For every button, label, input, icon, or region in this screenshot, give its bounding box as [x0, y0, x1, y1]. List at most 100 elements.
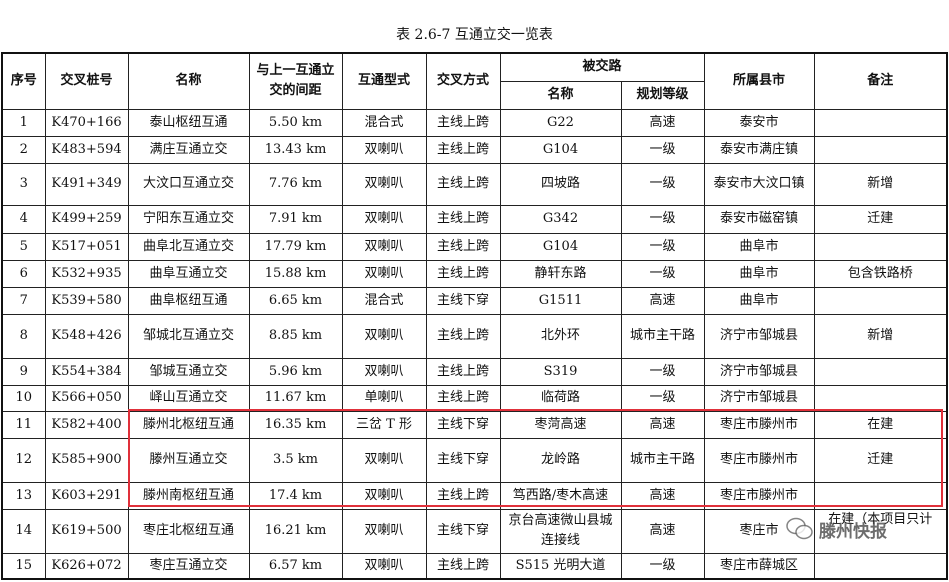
cell-seq: 11 [1, 410, 46, 439]
cell-type: 双喇叭 [341, 481, 427, 510]
cell-name: 宁阳东互通立交 [127, 204, 250, 234]
cell-station: K491+349 [44, 162, 129, 206]
header-crossed-name: 名称 [499, 80, 622, 110]
cell-remark [813, 232, 948, 261]
cell-cross: 主线上跨 [425, 162, 501, 206]
cell-grade: 一级 [620, 357, 705, 386]
cell-seq: 13 [1, 481, 46, 510]
cell-grade: 一级 [620, 552, 705, 580]
cell-grade: 一级 [620, 384, 705, 412]
cell-cross: 主线下穿 [425, 508, 501, 554]
cell-name: 滕州互通立交 [127, 437, 250, 483]
cell-distance: 13.43 km [248, 135, 343, 164]
cell-cross: 主线下穿 [425, 437, 501, 483]
cell-road: S515 光明大道 [499, 552, 622, 580]
cell-name: 枣庄互通立交 [127, 552, 250, 580]
cell-remark [813, 357, 948, 386]
cell-grade: 高速 [620, 286, 705, 315]
cell-county: 济宁市邹城县 [703, 313, 815, 359]
cell-road: S319 [499, 357, 622, 386]
cell-remark: 新增 [813, 313, 948, 359]
cell-cross: 主线上跨 [425, 357, 501, 386]
cell-type: 双喇叭 [341, 259, 427, 288]
table-row: 6 K532+935 曲阜互通立交 15.88 km 双喇叭 主线上跨 静轩东路 一级 曲阜市包… [1, 259, 948, 288]
cell-grade: 一级 [620, 204, 705, 234]
cell-county: 枣庄市滕州市 [703, 437, 815, 483]
cell-name: 泰山枢纽互通 [127, 108, 250, 137]
cell-distance: 17.79 km [248, 232, 343, 261]
cell-type: 双喇叭 [341, 552, 427, 580]
cell-station: K566+050 [44, 384, 129, 412]
cell-grade: 一级 [620, 232, 705, 261]
cell-distance: 8.85 km [248, 313, 343, 359]
cell-name: 曲阜枢纽互通 [127, 286, 250, 315]
cell-grade: 一级 [620, 162, 705, 206]
cell-name: 峄山互通立交 [127, 384, 250, 412]
cell-cross: 主线上跨 [425, 232, 501, 261]
header-crossed-road: 被交路 [499, 52, 705, 82]
cell-seq: 10 [1, 384, 46, 412]
cell-seq: 4 [1, 204, 46, 234]
cell-distance: 17.4 km [248, 481, 343, 510]
header-seq: 序号 [1, 52, 46, 110]
cell-type: 混合式 [341, 108, 427, 137]
table-row: 3 K491+349 大汶口互通立交 7.76 km 双喇叭 主线上跨 四坡路 一级 泰安市大汶… [1, 162, 948, 206]
cell-cross: 主线下穿 [425, 410, 501, 439]
table-row: 8 K548+426 邹城北互通立交 8.85 km 双喇叭 主线上跨 北外环 城市主干路 济宁… [1, 313, 948, 359]
cell-station: K626+072 [44, 552, 129, 580]
cell-seq: 8 [1, 313, 46, 359]
cell-name: 大汶口互通立交 [127, 162, 250, 206]
cell-type: 双喇叭 [341, 437, 427, 483]
wechat-icon [786, 517, 813, 540]
table-row: 5 K517+051 曲阜北互通立交 17.79 km 双喇叭 主线上跨 G104 一级 曲阜市 [1, 232, 948, 261]
cell-county: 曲阜市 [703, 286, 815, 315]
cell-seq: 5 [1, 232, 46, 261]
cell-county: 曲阜市 [703, 232, 815, 261]
cell-road: 静轩东路 [499, 259, 622, 288]
cell-road: 笃西路/枣木高速 [499, 481, 622, 510]
cell-grade: 城市主干路 [620, 313, 705, 359]
cell-grade: 城市主干路 [620, 437, 705, 483]
cell-grade: 高速 [620, 410, 705, 439]
cell-remark: 在建（本项目只计 [813, 508, 948, 554]
cell-distance: 11.67 km [248, 384, 343, 412]
cell-seq: 1 [1, 108, 46, 137]
header-distance: 与上一互通立交的间距 [248, 52, 343, 110]
cell-county: 济宁市邹城县 [703, 357, 815, 386]
cell-name: 邹城北互通立交 [127, 313, 250, 359]
cell-station: K539+580 [44, 286, 129, 315]
cell-station: K582+400 [44, 410, 129, 439]
header-remark: 备注 [813, 52, 948, 110]
cell-remark [813, 286, 948, 315]
cell-road: G1511 [499, 286, 622, 315]
cell-county: 泰安市满庄镇 [703, 135, 815, 164]
cell-cross: 主线上跨 [425, 384, 501, 412]
cell-remark: 新增 [813, 162, 948, 206]
cell-remark [813, 135, 948, 164]
cell-name: 满庄互通立交 [127, 135, 250, 164]
cell-type: 双喇叭 [341, 313, 427, 359]
cell-type: 双喇叭 [341, 357, 427, 386]
watermark-text: 滕州快报 [819, 521, 887, 542]
cell-grade: 高速 [620, 481, 705, 510]
cell-distance: 5.50 km [248, 108, 343, 137]
cell-seq: 9 [1, 357, 46, 386]
cell-cross: 主线上跨 [425, 108, 501, 137]
cell-type: 双喇叭 [341, 508, 427, 554]
table-row: 9 K554+384 邹城互通立交 5.96 km 双喇叭 主线上跨 S319 一级 济宁市邹城… [1, 357, 948, 386]
cell-remark [813, 108, 948, 137]
cell-remark: 包含铁路桥 [813, 259, 948, 288]
cell-distance: 7.76 km [248, 162, 343, 206]
table-row: 15 K626+072 枣庄互通立交 6.57 km 双喇叭 主线上跨 S515 光明大道一… [1, 552, 948, 580]
cell-station: K548+426 [44, 313, 129, 359]
cell-name: 滕州南枢纽互通 [127, 481, 250, 510]
cell-road: 北外环 [499, 313, 622, 359]
table-row: 4 K499+259 宁阳东互通立交 7.91 km 双喇叭 主线上跨 G342 一级 泰安市磁… [1, 204, 948, 234]
table-row: 10 K566+050 峄山互通立交 11.67 km 单喇叭 主线上跨 临荷路 一级 济宁市邹… [1, 384, 948, 412]
cell-county: 枣庄市滕州市 [703, 481, 815, 510]
cell-seq: 12 [1, 437, 46, 483]
cell-name: 滕州北枢纽互通 [127, 410, 250, 439]
cell-name: 枣庄北枢纽互通 [127, 508, 250, 554]
cell-cross: 主线上跨 [425, 259, 501, 288]
cell-name: 曲阜北互通立交 [127, 232, 250, 261]
